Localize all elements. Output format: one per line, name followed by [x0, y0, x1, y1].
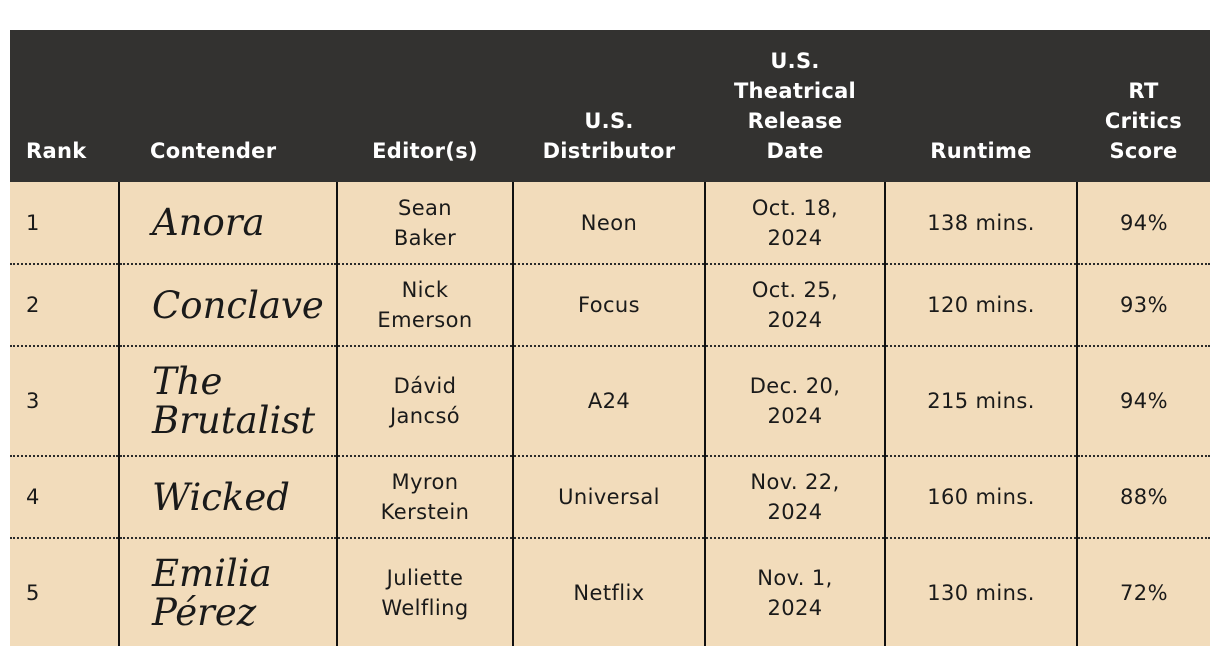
cell-editors: Nick Emerson — [336, 264, 513, 347]
header-editors: Editor(s) — [337, 30, 513, 182]
header-contender: Contender — [119, 30, 337, 182]
cell-distributor: Neon — [512, 182, 705, 265]
cell-release-date: Nov. 1, 2024 — [704, 538, 885, 646]
cell-release-date: Oct. 18, 2024 — [704, 182, 885, 265]
cell-runtime: 120 mins. — [884, 264, 1077, 347]
table-row: 5 Emilia Pérez Juliette Welfling Netflix… — [10, 538, 1210, 646]
table-row: 1 Anora Sean Baker Neon Oct. 18, 2024 13… — [10, 182, 1210, 265]
cell-rank: 5 — [10, 538, 119, 646]
cell-distributor: Focus — [512, 264, 705, 347]
cell-rank: 3 — [10, 346, 119, 457]
cell-contender: Emilia Pérez — [118, 538, 337, 646]
header-rank: Rank — [10, 30, 119, 182]
cell-release-date: Nov. 22, 2024 — [704, 456, 885, 539]
table-row: 3 The Brutalist Dávid Jancsó A24 Dec. 20… — [10, 346, 1210, 457]
table-header: Rank Contender Editor(s) U.S. Distributo… — [10, 30, 1210, 182]
cell-rt-score: 94% — [1076, 346, 1210, 457]
cell-contender: Conclave — [118, 264, 337, 347]
cell-runtime: 215 mins. — [884, 346, 1077, 457]
cell-editors: Myron Kerstein — [336, 456, 513, 539]
cell-distributor: Netflix — [512, 538, 705, 646]
cell-rank: 4 — [10, 456, 119, 539]
table-row: 4 Wicked Myron Kerstein Universal Nov. 2… — [10, 456, 1210, 539]
ranking-table: Rank Contender Editor(s) U.S. Distributo… — [10, 30, 1210, 646]
cell-rt-score: 72% — [1076, 538, 1210, 646]
cell-rt-score: 93% — [1076, 264, 1210, 347]
cell-rank: 1 — [10, 182, 119, 265]
table-row: 2 Conclave Nick Emerson Focus Oct. 25, 2… — [10, 264, 1210, 347]
cell-runtime: 130 mins. — [884, 538, 1077, 646]
cell-rank: 2 — [10, 264, 119, 347]
cell-rt-score: 94% — [1076, 182, 1210, 265]
cell-editors: Sean Baker — [336, 182, 513, 265]
table-body: 1 Anora Sean Baker Neon Oct. 18, 2024 13… — [10, 182, 1210, 646]
header-distributor: U.S. Distributor — [513, 30, 705, 182]
cell-distributor: A24 — [512, 346, 705, 457]
header-rt-score: RT Critics Score — [1077, 30, 1210, 182]
cell-distributor: Universal — [512, 456, 705, 539]
cell-release-date: Oct. 25, 2024 — [704, 264, 885, 347]
header-release-date: U.S. Theatrical Release Date — [705, 30, 885, 182]
cell-runtime: 138 mins. — [884, 182, 1077, 265]
cell-contender: Wicked — [118, 456, 337, 539]
cell-contender: Anora — [118, 182, 337, 265]
cell-editors: Dávid Jancsó — [336, 346, 513, 457]
ranking-table-container: Rank Contender Editor(s) U.S. Distributo… — [10, 30, 1210, 646]
cell-contender: The Brutalist — [118, 346, 337, 457]
cell-rt-score: 88% — [1076, 456, 1210, 539]
cell-release-date: Dec. 20, 2024 — [704, 346, 885, 457]
cell-runtime: 160 mins. — [884, 456, 1077, 539]
header-row: Rank Contender Editor(s) U.S. Distributo… — [10, 30, 1210, 182]
header-runtime: Runtime — [885, 30, 1077, 182]
cell-editors: Juliette Welfling — [336, 538, 513, 646]
